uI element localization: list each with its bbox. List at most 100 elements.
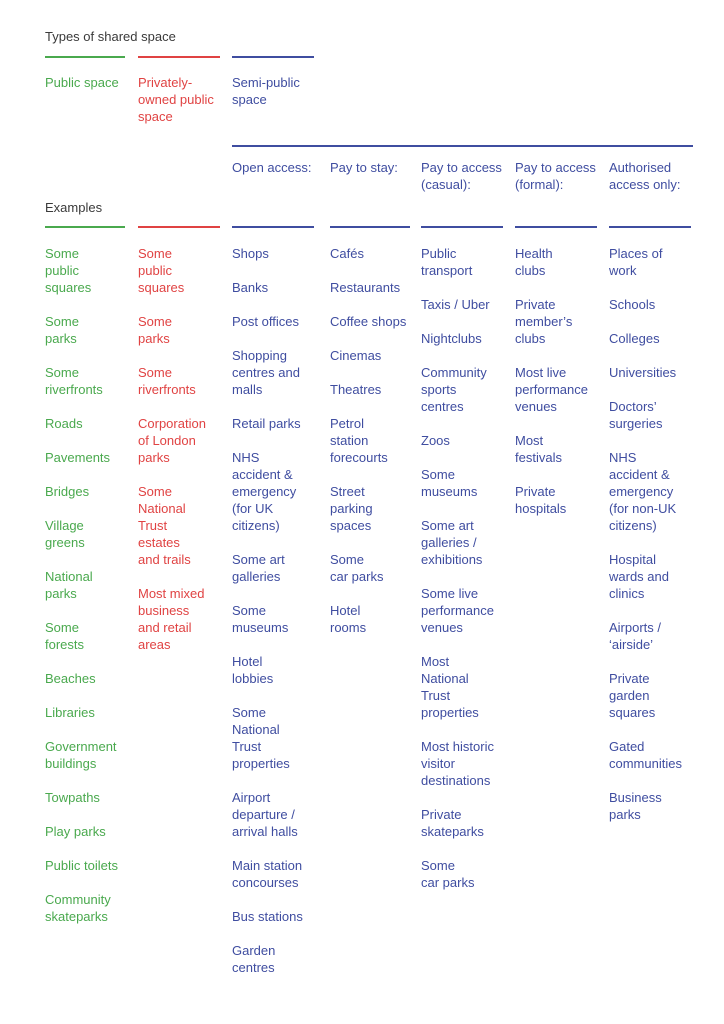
list-item: Pavements	[45, 450, 111, 465]
list-item: Private member’s clubs	[515, 297, 573, 346]
examples-label: Examples	[45, 200, 103, 215]
list-item: Community skateparks	[45, 892, 111, 924]
list-item: Garden centres	[232, 943, 276, 975]
list-item: Street parking spaces	[330, 484, 373, 533]
list-item: Public toilets	[45, 858, 118, 873]
list-item: Health clubs	[515, 246, 553, 278]
list-item: Some public squares	[138, 246, 185, 295]
examples-rule-pay-to-access-formal	[515, 226, 597, 228]
list-item: Petrol station forecourts	[330, 416, 388, 465]
list-item: Some parks	[45, 314, 79, 346]
list-item: Bus stations	[232, 909, 303, 924]
subheader-pay-to-access-casual: Pay to access (casual):	[421, 160, 502, 192]
list-item: Some museums	[421, 467, 478, 499]
list-item: Government buildings	[45, 739, 117, 771]
examples-list-pay-to-stay: Cafés Restaurants Coffee shops Cinemas Theat…	[330, 245, 418, 653]
list-item: Roads	[45, 416, 83, 431]
list-item: Shops	[232, 246, 269, 261]
subheader-pay-to-stay: Pay to stay:	[330, 160, 398, 175]
list-item: Some art galleries	[232, 552, 285, 584]
list-item: Universities	[609, 365, 677, 380]
list-item: Doctors’ surgeries	[609, 399, 663, 431]
list-item: Nightclubs	[421, 331, 482, 346]
column-header-privately-owned-public-space: Privately- owned public space	[138, 75, 214, 124]
list-item: Main station concourses	[232, 858, 303, 890]
examples-list-pay-to-access-casual: Public transport Taxis / Uber Nightclubs Co…	[421, 245, 511, 908]
subheader-pay-to-access-formal: Pay to access (formal):	[515, 160, 596, 192]
list-item: Some forests	[45, 620, 85, 652]
list-item: Private garden squares	[609, 671, 656, 720]
list-item: Beaches	[45, 671, 96, 686]
subheader-open-access: Open access:	[232, 160, 312, 175]
list-item: Private hospitals	[515, 484, 567, 516]
list-item: Retail parks	[232, 416, 301, 431]
list-item: Private skateparks	[421, 807, 484, 839]
list-item: Some art galleries / exhibitions	[421, 518, 483, 567]
list-item: NHS accident & emergency (for non-UK cit…	[609, 450, 677, 533]
list-item: Some National Trust estates and trails	[138, 484, 191, 567]
list-item: Village greens	[45, 518, 85, 550]
list-item: Some riverfronts	[138, 365, 196, 397]
list-item: Schools	[609, 297, 656, 312]
list-item: Libraries	[45, 705, 95, 720]
list-item: Places of work	[609, 246, 663, 278]
list-item: Shopping centres and malls	[232, 348, 300, 397]
list-item: NHS accident & emergency (for UK citizen…	[232, 450, 297, 533]
list-item: National parks	[45, 569, 93, 601]
list-item: Restaurants	[330, 280, 401, 295]
list-item: Taxis / Uber	[421, 297, 490, 312]
column-header-semi-public-space: Semi-public space	[232, 75, 300, 107]
subheader-authorised-access-only: Authorised access only:	[609, 160, 681, 192]
list-item: Some car parks	[421, 858, 475, 890]
list-item: Hotel rooms	[330, 603, 367, 635]
list-item: Zoos	[421, 433, 450, 448]
list-item: Play parks	[45, 824, 106, 839]
list-item: Public transport	[421, 246, 473, 278]
list-item: Some National Trust properties	[232, 705, 290, 771]
list-item: Theatres	[330, 382, 382, 397]
list-item: Community sports centres	[421, 365, 487, 414]
list-item: Gated communities	[609, 739, 682, 771]
examples-list-pay-to-access-formal: Health clubs Private member’s clubs Most l…	[515, 245, 603, 534]
examples-rule-authorised-access-only	[609, 226, 691, 228]
list-item: Airport departure / arrival halls	[232, 790, 298, 839]
list-item: Some museums	[232, 603, 289, 635]
list-item: Most mixed business and retail areas	[138, 586, 205, 652]
page-title: Types of shared space	[45, 29, 176, 44]
list-item: Some parks	[138, 314, 172, 346]
list-item: Some public squares	[45, 246, 92, 295]
column-header-public-space: Public space	[45, 75, 119, 90]
list-item: Most National Trust properties	[421, 654, 479, 720]
list-item: Post offices	[232, 314, 299, 329]
list-item: Hotel lobbies	[232, 654, 274, 686]
list-item: Most live performance venues	[515, 365, 588, 414]
list-item: Some live performance venues	[421, 586, 494, 635]
list-item: Business parks	[609, 790, 662, 822]
examples-rule-open-access	[232, 226, 314, 228]
list-item: Coffee shops	[330, 314, 407, 329]
list-item: Cafés	[330, 246, 364, 261]
privately-owned-underline	[138, 56, 220, 58]
list-item: Cinemas	[330, 348, 382, 363]
list-item: Bridges	[45, 484, 90, 499]
examples-rule-pay-to-stay	[330, 226, 410, 228]
list-item: Most historic visitor destinations	[421, 739, 494, 788]
examples-rule-public-space	[45, 226, 125, 228]
list-item: Banks	[232, 280, 269, 295]
list-item: Corporation of London parks	[138, 416, 206, 465]
semi-public-underline	[232, 56, 314, 58]
examples-list-open-access: Shops Banks Post offices Shopping centres a…	[232, 245, 322, 993]
list-item: Towpaths	[45, 790, 100, 805]
examples-rule-privately-owned	[138, 226, 220, 228]
list-item: Most festivals	[515, 433, 562, 465]
examples-rule-pay-to-access-casual	[421, 226, 503, 228]
list-item: Airports / ‘airside’	[609, 620, 662, 652]
public-space-underline	[45, 56, 125, 58]
list-item: Colleges	[609, 331, 660, 346]
list-item: Hospital wards and clinics	[609, 552, 669, 601]
list-item: Some riverfronts	[45, 365, 103, 397]
examples-list-authorised-access-only: Places of work Schools Colleges Universitie…	[609, 245, 699, 840]
semi-public-subcolumns-rule	[232, 145, 693, 147]
list-item: Some car parks	[330, 552, 384, 584]
